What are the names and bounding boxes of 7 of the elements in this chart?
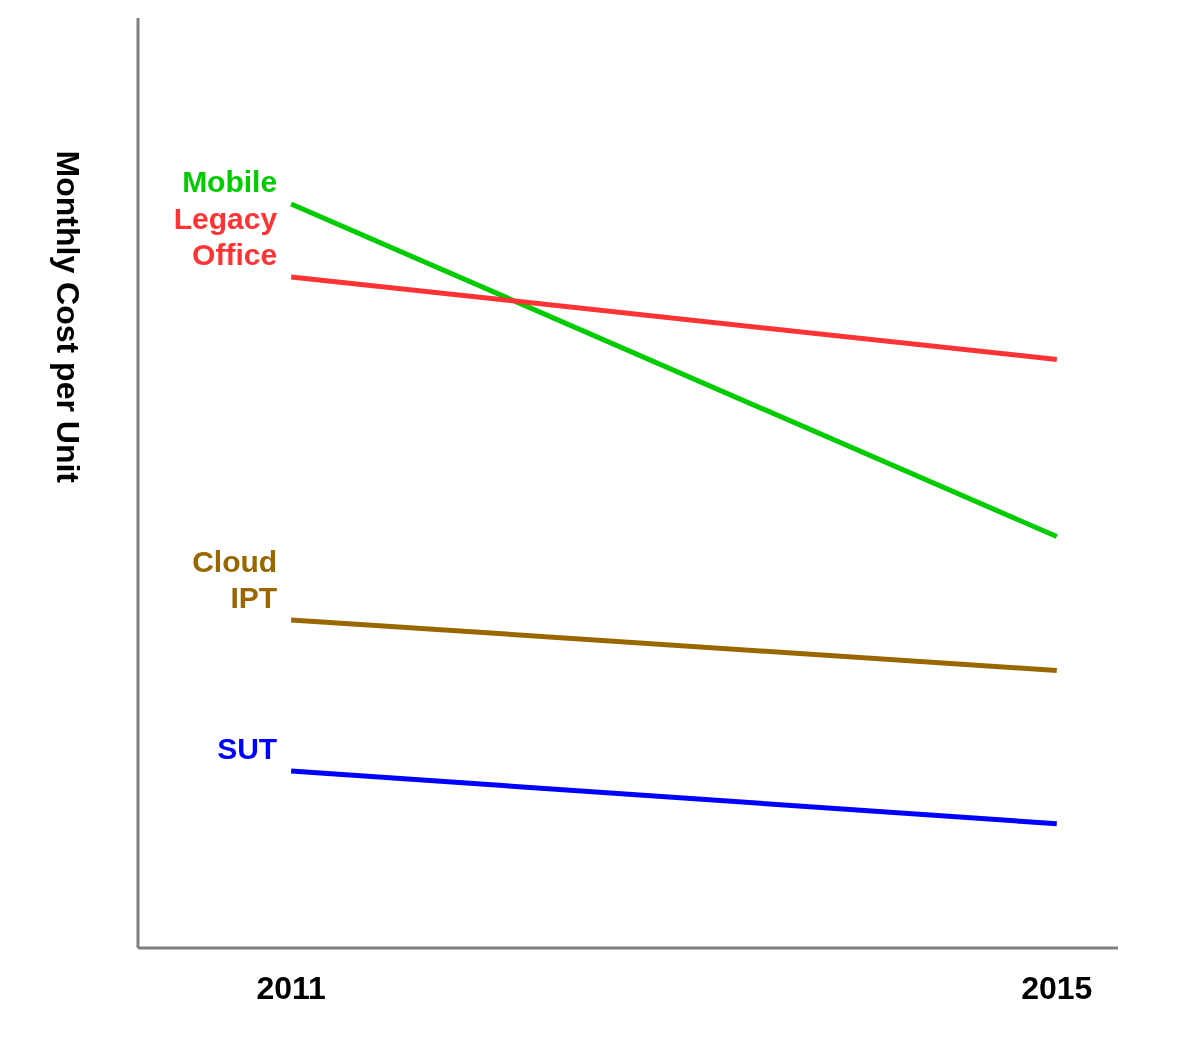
series-label: Cloud IPT: [192, 544, 278, 614]
series-label: Mobile: [182, 165, 278, 198]
x-tick-label: 2011: [256, 969, 326, 1006]
series-label: SUT: [217, 731, 278, 765]
x-tick-label: 2015: [1021, 969, 1093, 1006]
y-axis-title: Monthly Cost per Unit: [49, 150, 86, 484]
series-label: Legacy Office: [173, 201, 278, 271]
